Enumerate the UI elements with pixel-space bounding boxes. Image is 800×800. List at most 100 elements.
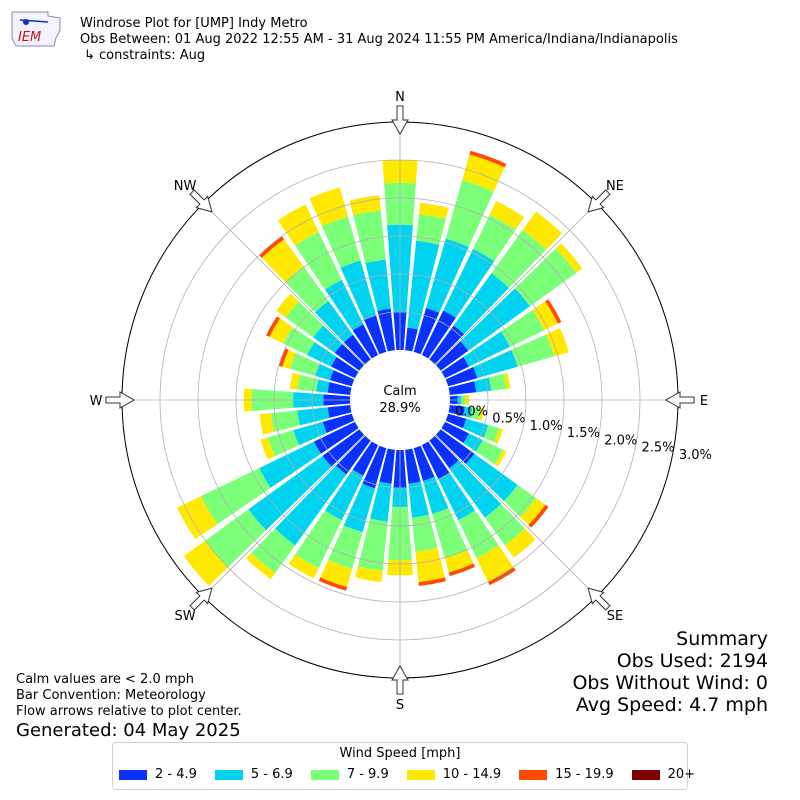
iem-logo-icon: IEM: [11, 11, 61, 47]
bar-150-bin-0: [421, 441, 450, 480]
bar-170-bin-3: [415, 547, 445, 583]
bar-130-bin-0: [435, 429, 475, 464]
grid-spoke: [203, 435, 365, 597]
bar-140-bin-0: [429, 435, 459, 469]
bar-340-bin-1: [340, 260, 377, 320]
bar-130-bin-2: [503, 484, 537, 517]
legend-swatch: [119, 769, 147, 780]
bar-320-bin-0: [343, 334, 371, 365]
bar-140-bin-1: [449, 460, 502, 518]
radial-tick-label: 0.0%: [455, 404, 488, 419]
bar-convention-note: Bar Convention: Meteorology: [16, 688, 206, 703]
bar-300-bin-4: [266, 316, 281, 337]
legend-swatch: [214, 769, 243, 780]
radial-tick-label: 1.5%: [567, 426, 600, 441]
legend-label: 7 - 9.9: [346, 767, 389, 782]
radial-tick-label: 0.5%: [492, 412, 525, 427]
summary-title: Summary: [676, 628, 768, 650]
flow-arrow-icon-nw: [189, 189, 213, 213]
plot-title: Windrose Plot for [UMP] Indy Metro: [80, 16, 308, 31]
bar-350-bin-0: [377, 308, 395, 352]
bar-230-bin-1: [248, 455, 332, 531]
compass-label-s: S: [396, 698, 404, 713]
compass-label-n: N: [395, 90, 405, 105]
bar-40-bin-2: [491, 230, 547, 288]
bar-240-bin-2: [201, 468, 271, 525]
bar-310-bin-2: [285, 301, 324, 338]
bar-120-bin-3: [494, 449, 507, 467]
bar-150-bin-1: [438, 472, 476, 521]
bar-30-bin-1: [443, 248, 495, 318]
bar-310-bin-0: [334, 343, 365, 371]
bar-70-bin-1: [473, 349, 518, 379]
bar-250-bin-2: [267, 430, 299, 457]
bar-50-bin-0: [435, 341, 469, 371]
bar-70-bin-2: [511, 334, 555, 367]
legend-item: 10 - 14.9: [406, 767, 502, 782]
plot-subtitle: Obs Between: 01 Aug 2022 12:55 AM - 31 A…: [80, 32, 678, 47]
bar-190-bin-3: [355, 566, 383, 583]
bar-190-bin-0: [379, 448, 395, 484]
radial-tick-label: 2.5%: [642, 441, 675, 456]
bar-250-bin-1: [293, 421, 327, 446]
legend-item: 20+: [631, 767, 695, 782]
grid-spoke: [435, 435, 597, 597]
summary-obs-used: Obs Used: 2194: [616, 650, 768, 672]
legend-item: 7 - 9.9: [310, 767, 389, 782]
grid-spoke: [435, 203, 597, 365]
bar-160-bin-0: [413, 445, 435, 482]
bar-310-bin-1: [313, 325, 343, 353]
bar-100-bin-0: [448, 405, 465, 416]
bar-130-bin-4: [528, 504, 549, 528]
bar-290-bin-0: [329, 370, 355, 387]
bar-330-bin-3: [277, 204, 319, 246]
bar-300-bin-2: [283, 327, 315, 356]
calm-value: 28.9%: [379, 401, 420, 416]
bar-40-bin-3: [522, 211, 563, 250]
bar-60-bin-4: [545, 299, 562, 324]
calm-circle: [350, 350, 450, 450]
bar-200-bin-3: [320, 559, 353, 588]
bar-260-bin-3: [259, 413, 275, 435]
compass: N NE E SE S SW W NW: [90, 90, 709, 713]
legend-swatch: [631, 769, 660, 780]
bar-300-bin-1: [307, 341, 337, 367]
flow-note: Flow arrows relative to plot center.: [16, 704, 242, 719]
bar-200-bin-2: [328, 525, 363, 569]
compass-label-e: E: [700, 394, 708, 409]
bar-190-bin-1: [370, 481, 392, 522]
bar-20-bin-3: [462, 154, 505, 192]
bar-120-bin-0: [441, 421, 469, 444]
bar-130-bin-3: [520, 498, 546, 525]
flow-arrow-icon-ne: [587, 189, 611, 213]
legend-label: 10 - 14.9: [442, 767, 502, 782]
legend-label: 5 - 6.9: [250, 767, 293, 782]
radial-tick-label: 1.0%: [530, 419, 563, 434]
bar-320-bin-4: [259, 236, 285, 258]
bar-20-bin-2: [445, 180, 494, 247]
radial-tick-label: 2.0%: [604, 433, 637, 448]
bar-160-bin-1: [422, 476, 449, 514]
bar-80-bin-1: [474, 377, 492, 393]
bar-80-bin-3: [503, 372, 511, 390]
bar-150-bin-2: [458, 510, 499, 558]
bar-210-bin-0: [352, 441, 379, 476]
bar-70-bin-3: [546, 328, 569, 357]
compass-label-nw: NW: [174, 179, 197, 194]
bar-10-bin-1: [407, 240, 440, 330]
legend-title: Wind Speed [mph]: [339, 746, 461, 761]
bar-160-bin-3: [444, 549, 474, 573]
bar-60-bin-2: [501, 309, 545, 347]
bar-110-bin-3: [494, 428, 503, 444]
compass-label-ne: NE: [606, 179, 624, 194]
bar-290-bin-2: [289, 353, 320, 377]
bar-320-bin-3: [261, 239, 305, 283]
bar-110-bin-2: [483, 424, 500, 443]
bar-250-bin-3: [260, 437, 275, 460]
bar-230-bin-2: [205, 509, 267, 568]
bar-230-bin-3: [183, 540, 228, 586]
legend-item: 5 - 6.9: [214, 767, 293, 782]
compass-label-w: W: [90, 394, 103, 409]
summary-obs-without-wind: Obs Without Wind: 0: [572, 672, 768, 694]
